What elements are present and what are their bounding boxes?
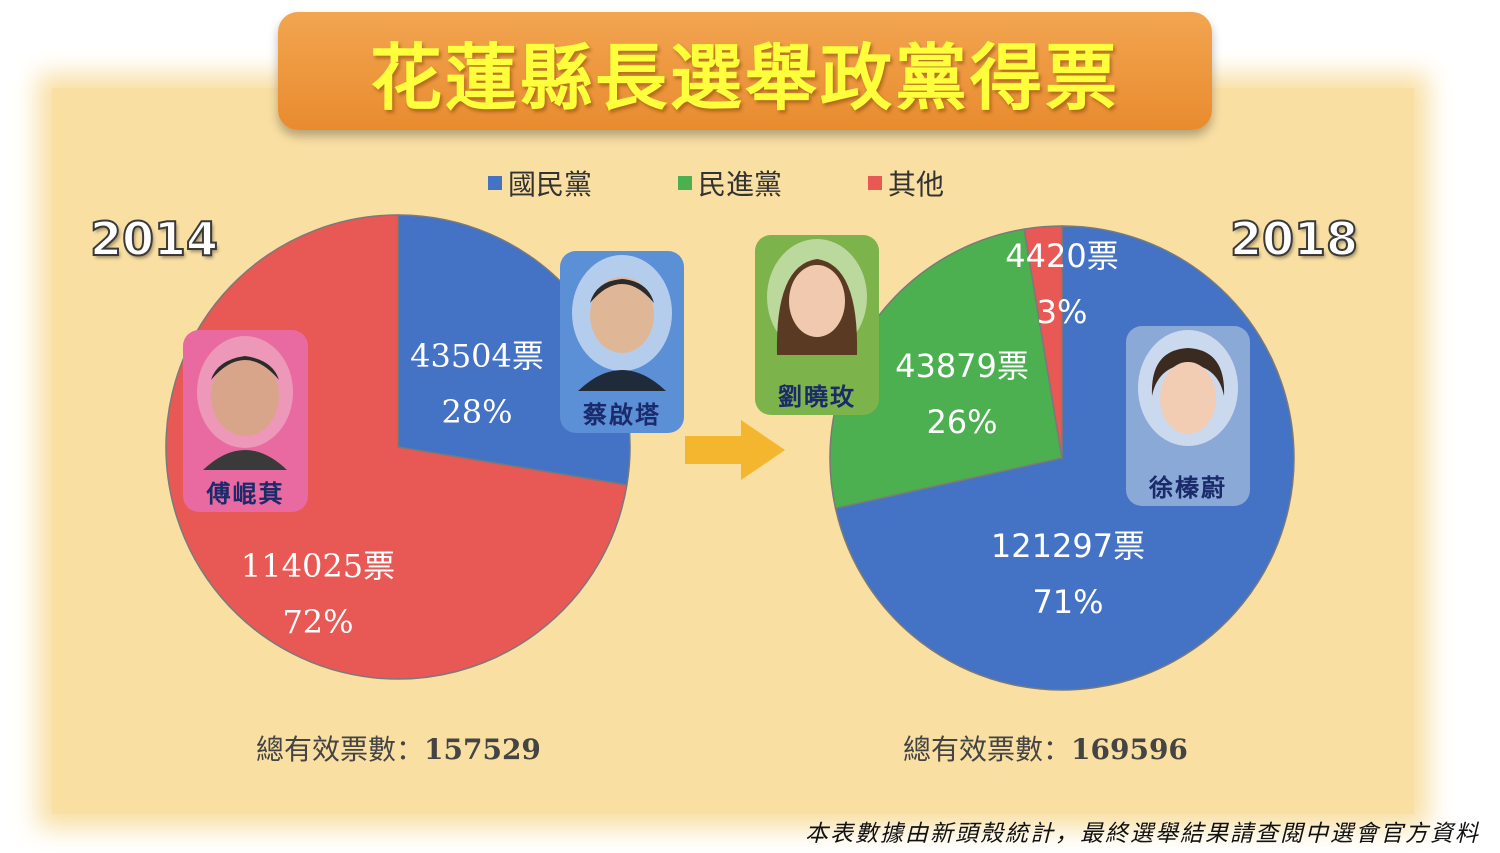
total-value-2014: 157529	[424, 733, 541, 766]
votes-label-2014-0: 43504票	[410, 337, 544, 375]
candidate-photo-2014-kmt	[560, 251, 684, 395]
total-votes-2018: 總有效票數：169596	[903, 728, 1188, 768]
legend-swatch-dpp	[678, 176, 693, 190]
candidate-photo-2018-kmt	[1126, 326, 1250, 468]
votes-label-2018-0: 121297票	[991, 527, 1145, 565]
legend-swatch-kmt	[488, 176, 502, 190]
legend-label-other: 其他	[888, 168, 945, 201]
candidate-name-2018-kmt: 徐榛蔚	[1149, 473, 1227, 502]
candidate-card-2014-kmt: 蔡啟塔	[560, 251, 684, 433]
votes-label-2018-1: 43879票	[895, 347, 1029, 385]
percent-label-2018-0: 71%	[1032, 583, 1103, 621]
chart-title: 花蓮縣長選舉政黨得票	[369, 34, 1120, 120]
legend-item-kmt: 國民黨	[488, 163, 592, 203]
candidate-card-2018-kmt: 徐榛蔚	[1126, 326, 1250, 506]
total-votes-2014: 總有效票數：157529	[256, 728, 541, 768]
legend-item-other: 其他	[868, 163, 944, 203]
pie-slice-2018-2	[1023, 225, 1063, 459]
total-label-2014: 總有效票數：	[256, 733, 425, 766]
candidate-photo-2018-dpp	[755, 235, 879, 377]
percent-label-2014-1: 72%	[282, 603, 353, 641]
title-banner: 花蓮縣長選舉政黨得票	[278, 12, 1212, 130]
total-label-2018: 總有效票數：	[903, 733, 1072, 766]
legend: 國民黨 民進黨 其他	[488, 163, 944, 203]
year-label-2018: 2018	[1229, 211, 1359, 267]
total-value-2018: 169596	[1071, 733, 1188, 766]
candidate-name-2018-dpp: 劉曉玫	[778, 382, 856, 411]
candidate-card-2018-dpp: 劉曉玫	[755, 235, 879, 415]
votes-label-2018-2: 4420票	[1005, 237, 1118, 275]
legend-item-dpp: 民進黨	[678, 163, 782, 203]
candidate-photo-2014-other	[183, 330, 308, 474]
candidate-name-2014-other: 傅崐萁	[206, 479, 285, 508]
percent-label-2014-0: 28%	[441, 393, 512, 431]
legend-swatch-other	[868, 176, 883, 190]
candidate-card-2014-other: 傅崐萁	[183, 330, 308, 512]
candidate-name-2014-kmt: 蔡啟塔	[583, 400, 661, 429]
legend-label-kmt: 國民黨	[508, 168, 593, 201]
legend-label-dpp: 民進黨	[698, 168, 783, 201]
year-label-2014: 2014	[89, 211, 219, 267]
percent-label-2018-2: 3%	[1037, 293, 1088, 331]
percent-label-2018-1: 26%	[926, 403, 997, 441]
arrow-right-icon	[685, 420, 785, 480]
footnote: 本表數據由新頭殼統計，最終選舉結果請查閱中選會官方資料	[805, 821, 1480, 847]
votes-label-2014-1: 114025票	[241, 547, 395, 585]
